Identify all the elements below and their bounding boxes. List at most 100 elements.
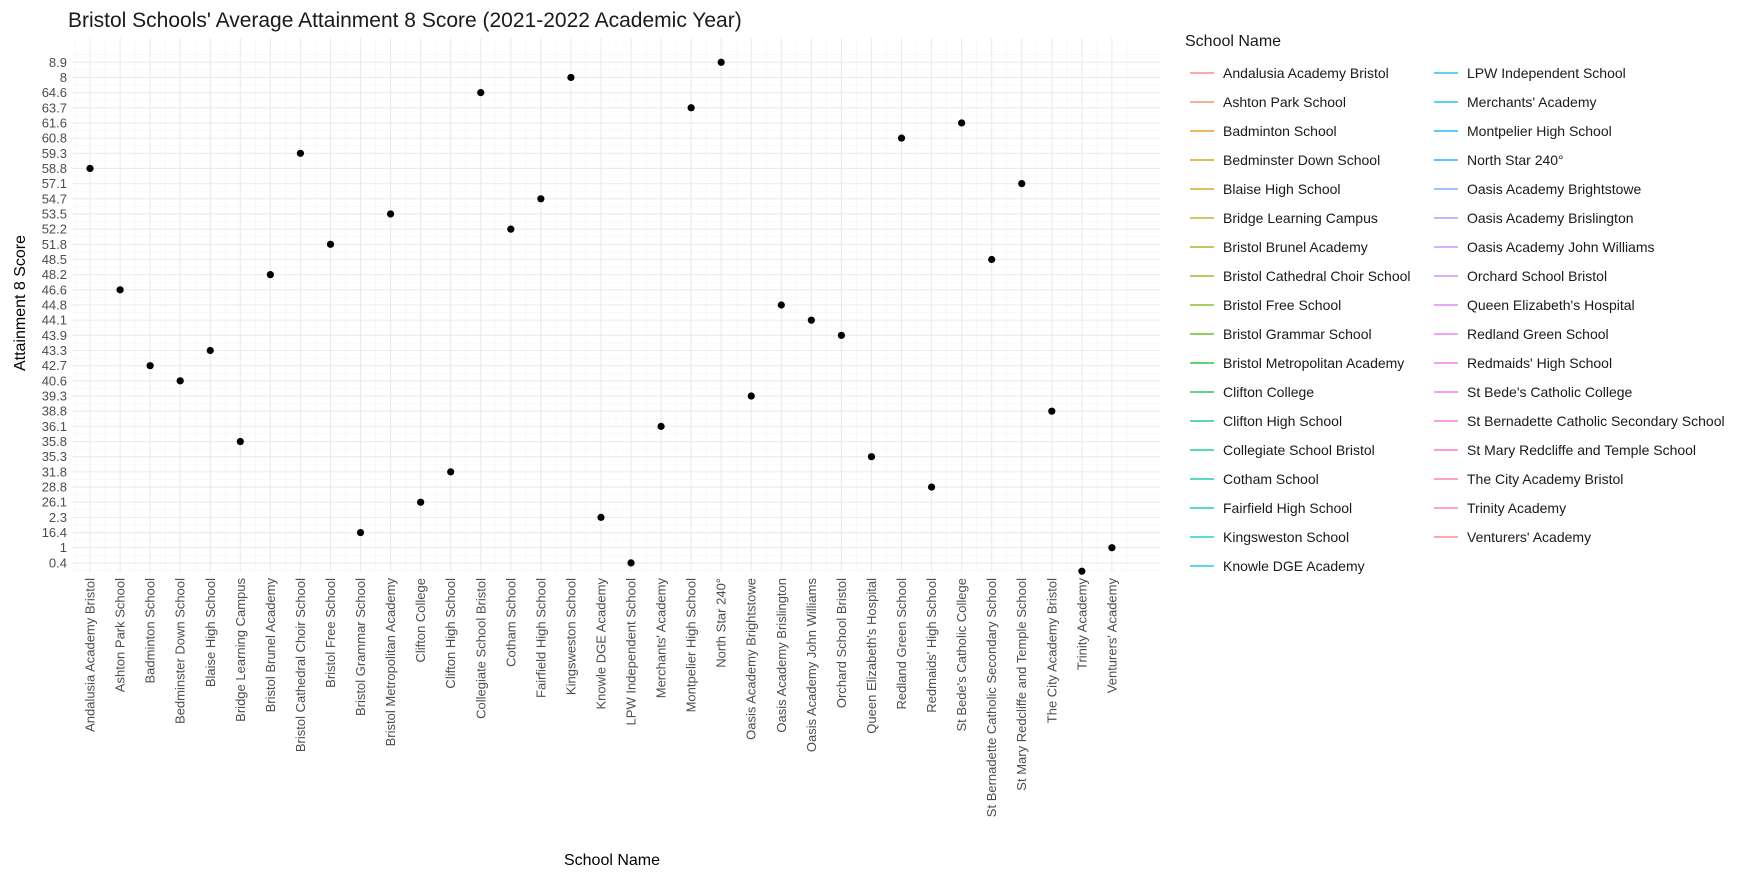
y-tick-label: 8 xyxy=(60,70,67,85)
y-tick-label: 36.1 xyxy=(42,419,67,434)
y-tick-label: 0.4 xyxy=(49,555,67,570)
x-tick-label: Bristol Brunel Academy xyxy=(263,578,278,713)
legend-item-st-mary-redcliffe-and-temple-school: St Mary Redcliffe and Temple School xyxy=(1434,442,1696,458)
data-point-blaise-high-school xyxy=(206,346,214,355)
data-point-st-bede-s-catholic-college xyxy=(958,119,966,127)
y-tick-label: 48.5 xyxy=(42,252,67,267)
legend-label: Clifton College xyxy=(1223,384,1314,400)
y-tick-label: 43.3 xyxy=(42,343,67,358)
x-tick-label: LPW Independent School xyxy=(624,578,639,726)
y-tick-label: 39.3 xyxy=(42,389,67,404)
legend-label: Orchard School Bristol xyxy=(1467,268,1607,284)
data-point-venturers-academy xyxy=(1108,544,1116,552)
legend-label: LPW Independent School xyxy=(1467,65,1626,81)
legend-item-kingsweston-school: Kingsweston School xyxy=(1190,529,1349,545)
x-tick-label: Trinity Academy xyxy=(1074,578,1089,670)
x-tick-label: Badminton School xyxy=(143,578,158,684)
legend-item-bristol-grammar-school: Bristol Grammar School xyxy=(1190,326,1372,342)
legend-item-bristol-cathedral-choir-school: Bristol Cathedral Choir School xyxy=(1190,268,1411,284)
data-point-bristol-grammar-school xyxy=(356,528,365,537)
x-tick-label: Redland Green School xyxy=(894,578,909,710)
y-tick-label: 35.8 xyxy=(42,434,67,449)
plot-grid xyxy=(72,38,1160,572)
legend-item-the-city-academy-bristol: The City Academy Bristol xyxy=(1434,471,1623,487)
data-point-oasis-academy-john-williams xyxy=(807,316,815,324)
x-tick-label: Oasis Academy John Williams xyxy=(804,578,819,753)
y-tick-label: 31.8 xyxy=(42,464,67,479)
data-point-bristol-free-school xyxy=(326,240,335,248)
legend-label: Oasis Academy Brightstowe xyxy=(1467,181,1642,197)
y-tick-label: 53.5 xyxy=(42,206,67,221)
legend-item-bristol-brunel-academy: Bristol Brunel Academy xyxy=(1190,239,1368,255)
x-tick-label: St Bede's Catholic College xyxy=(954,578,969,732)
x-tick-label: Redmaids' High School xyxy=(924,578,939,713)
y-tick-label: 51.8 xyxy=(42,237,67,252)
legend-item-andalusia-academy-bristol: Andalusia Academy Bristol xyxy=(1190,65,1389,81)
legend-item-bristol-metropolitan-academy: Bristol Metropolitan Academy xyxy=(1190,355,1404,371)
y-tick-label: 2.3 xyxy=(49,510,67,525)
y-tick-label: 26.1 xyxy=(42,495,67,510)
x-tick-label: Bridge Learning Campus xyxy=(233,578,248,722)
data-point-trinity-academy xyxy=(1078,567,1086,575)
data-point-oasis-academy-brislington xyxy=(777,301,785,309)
legend-label: North Star 240° xyxy=(1467,152,1564,168)
y-tick-label: 44.8 xyxy=(42,298,67,313)
x-tick-label: North Star 240° xyxy=(714,578,729,668)
legend-item-oasis-academy-brightstowe: Oasis Academy Brightstowe xyxy=(1434,181,1642,197)
data-point-bedminster-down-school xyxy=(176,377,184,385)
legend-label: Montpelier High School xyxy=(1467,123,1612,139)
data-point-bristol-cathedral-choir-school xyxy=(296,149,305,157)
x-tick-label: Bristol Free School xyxy=(323,578,338,688)
y-tick-label: 58.8 xyxy=(42,161,67,176)
legend-label: Knowle DGE Academy xyxy=(1223,558,1365,574)
x-tick-label: Andalusia Academy Bristol xyxy=(83,578,98,732)
legend-item-venturers-academy: Venturers' Academy xyxy=(1434,529,1591,545)
legend-item-lpw-independent-school: LPW Independent School xyxy=(1434,65,1626,81)
legend: Andalusia Academy Bristol Ashton Park Sch… xyxy=(1190,65,1725,574)
x-tick-label: Montpelier High School xyxy=(684,578,699,713)
legend-item-fairfield-high-school: Fairfield High School xyxy=(1190,500,1352,516)
x-tick-label: Collegiate School Bristol xyxy=(473,578,488,719)
data-point-redmaids-high-school xyxy=(927,483,936,491)
data-point-st-bernadette-catholic-secondary-school xyxy=(988,255,996,264)
legend-label: Clifton High School xyxy=(1223,413,1342,429)
legend-label: Oasis Academy Brislington xyxy=(1467,210,1634,226)
legend-item-knowle-dge-academy: Knowle DGE Academy xyxy=(1190,558,1365,574)
data-point-oasis-academy-brightstowe xyxy=(747,392,755,400)
data-point-orchard-school-bristol xyxy=(837,331,846,339)
legend-item-oasis-academy-brislington: Oasis Academy Brislington xyxy=(1434,210,1634,226)
legend-label: Ashton Park School xyxy=(1223,94,1346,110)
legend-label: Collegiate School Bristol xyxy=(1223,442,1375,458)
x-tick-label: St Bernadette Catholic Secondary School xyxy=(984,578,999,817)
y-axis-title: Attainment 8 Score xyxy=(12,235,29,371)
legend-item-bridge-learning-campus: Bridge Learning Campus xyxy=(1190,210,1378,226)
data-points xyxy=(86,58,1116,575)
y-tick-label: 59.3 xyxy=(42,146,67,161)
legend-label: Kingsweston School xyxy=(1223,529,1349,545)
legend-label: Bristol Grammar School xyxy=(1223,326,1372,342)
y-tick-label: 40.6 xyxy=(42,373,67,388)
x-tick-label: Ashton Park School xyxy=(113,578,128,692)
legend-label: Andalusia Academy Bristol xyxy=(1223,65,1389,81)
legend-item-redland-green-school: Redland Green School xyxy=(1434,326,1609,342)
legend-item-montpelier-high-school: Montpelier High School xyxy=(1434,123,1612,139)
data-point-bristol-brunel-academy xyxy=(266,271,274,279)
x-tick-label: Bristol Cathedral Choir School xyxy=(293,578,308,752)
x-tick-label: Orchard School Bristol xyxy=(834,578,849,708)
legend-item-orchard-school-bristol: Orchard School Bristol xyxy=(1434,268,1607,284)
y-tick-label: 44.1 xyxy=(42,313,67,328)
x-tick-label: The City Academy Bristol xyxy=(1044,578,1059,723)
legend-label: Merchants' Academy xyxy=(1467,94,1597,110)
y-tick-label: 54.7 xyxy=(42,191,67,206)
x-axis-ticks: Andalusia Academy Bristol Ashton Park Sch… xyxy=(83,578,1120,818)
legend-item-cotham-school: Cotham School xyxy=(1190,471,1319,487)
legend-label: Venturers' Academy xyxy=(1467,529,1591,545)
data-point-the-city-academy-bristol xyxy=(1048,407,1056,415)
legend-label: Oasis Academy John Williams xyxy=(1467,239,1655,255)
x-tick-label: St Mary Redcliffe and Temple School xyxy=(1014,578,1029,791)
legend-item-blaise-high-school: Blaise High School xyxy=(1190,181,1341,197)
x-tick-label: Cotham School xyxy=(503,578,518,667)
legend-item-badminton-school: Badminton School xyxy=(1190,123,1337,139)
